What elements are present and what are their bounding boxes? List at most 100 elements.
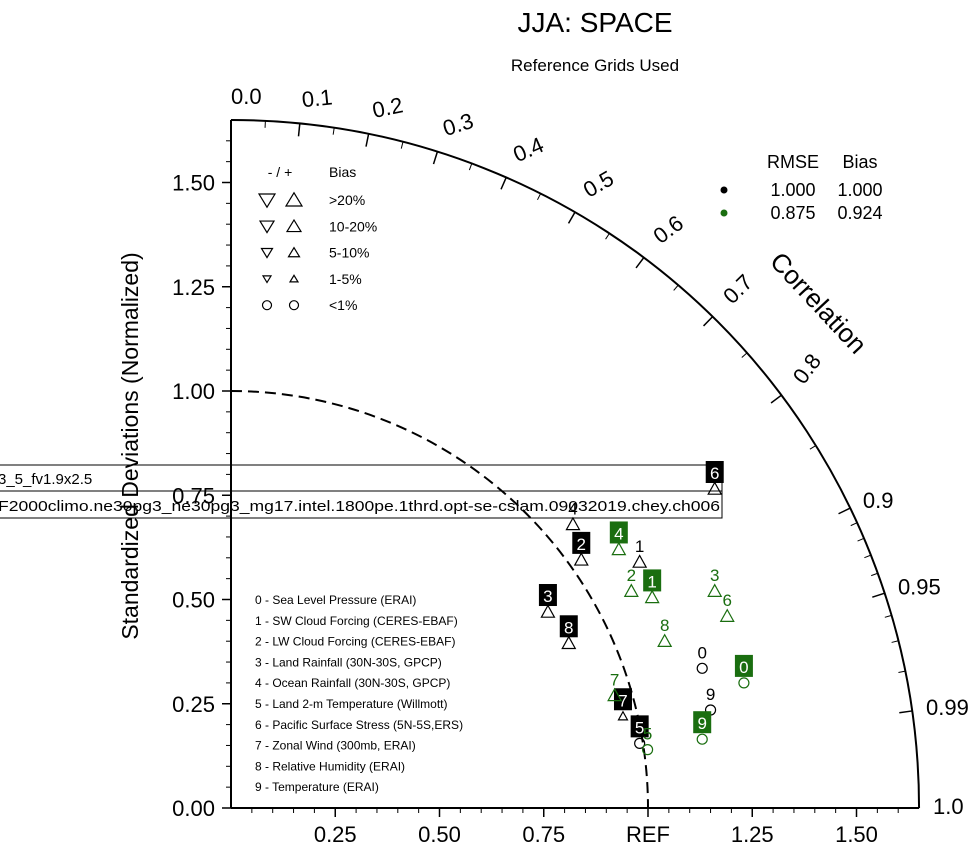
point-label: 9 <box>706 685 715 704</box>
y-tick-label: 0.00 <box>172 796 215 821</box>
chart-title: JJA: SPACE <box>517 7 672 38</box>
data-point: 0 <box>696 643 708 674</box>
stats-rmse: 0.875 <box>770 203 815 223</box>
point-label: 1 <box>647 572 656 591</box>
x-tick-label: 1.50 <box>835 822 878 847</box>
corr-minor-tick <box>468 163 473 171</box>
corr-minor-tick <box>537 193 542 201</box>
point-label: 5 <box>635 718 644 737</box>
y-tick-label: 1.00 <box>172 379 215 404</box>
point-label: 0 <box>697 643 706 662</box>
corr-tick-label: 0.5 <box>579 165 618 202</box>
point-label-box <box>572 531 591 554</box>
point-label: 9 <box>697 714 706 733</box>
point-label: 0 <box>739 658 748 677</box>
bias-legend-label: >20% <box>329 192 365 208</box>
bias-legend-label: <1% <box>329 297 357 313</box>
bias-legend-label: 5-10% <box>329 245 369 261</box>
data-point: 9 <box>693 711 712 745</box>
point-marker <box>657 633 673 647</box>
bias-legend: - / + Bias >20% 10-20% 5-10% 1-5% <1% <box>257 164 377 313</box>
corr-tick-label: 0.99 <box>926 695 969 720</box>
data-point: 5 <box>641 725 654 756</box>
variable-list-item: 7 - Zonal Wind (300mb, ERAI) <box>255 739 416 753</box>
stats-bias: 0.924 <box>837 203 882 223</box>
variable-list-item: 5 - Land 2-m Temperature (Willmott) <box>255 697 448 711</box>
point-marker <box>634 737 646 749</box>
point-label: 7 <box>618 691 627 710</box>
variable-list-item: 1 - SW Cloud Forcing (CERES-EBAF) <box>255 614 458 628</box>
variable-list-item: 3 - Land Rainfall (30N-30S, GPCP) <box>255 655 442 669</box>
corr-tick-label: 0.4 <box>509 132 547 167</box>
ref-label: REF <box>626 822 670 847</box>
chart-subtitle: Reference Grids Used <box>511 56 679 75</box>
corr-tick <box>635 257 645 269</box>
reference-arc <box>230 390 649 809</box>
point-marker <box>611 541 627 556</box>
y-tick-label: 0.25 <box>172 692 215 717</box>
point-marker <box>561 635 577 650</box>
stats-legend: RMSE Bias 1.000 1.000 0.875 0.924 <box>720 152 883 223</box>
point-label-box <box>693 711 712 734</box>
point-label: 8 <box>660 616 669 635</box>
corr-tick-label: 0.2 <box>370 92 405 123</box>
corr-tick <box>872 592 885 598</box>
data-point: 3 <box>538 584 557 618</box>
point-marker <box>707 583 723 597</box>
corr-tick <box>432 151 439 165</box>
corr-tick <box>838 507 851 515</box>
variable-list-item: 6 - Pacific Surface Stress (5N-5S,ERS) <box>255 718 463 732</box>
y-tick-label: 0.75 <box>172 483 215 508</box>
corr-tick <box>770 394 782 404</box>
bias-legend-label: 1-5% <box>329 271 362 287</box>
corr-tick <box>899 710 913 714</box>
triangle-up-icon <box>287 246 301 258</box>
bias-legend-label: 10-20% <box>329 218 377 234</box>
variable-list-item: 2 - LW Cloud Forcing (CERES-EBAF) <box>255 635 456 649</box>
point-marker <box>573 552 589 566</box>
x-tick-label: 0.25 <box>314 822 357 847</box>
corr-tick <box>297 123 301 137</box>
point-label-box <box>538 584 557 607</box>
data-point: 9 <box>704 685 717 716</box>
corr-tick-label: 0.6 <box>649 210 688 248</box>
stats-header-rmse: RMSE <box>767 152 819 172</box>
stats-bias: 1.000 <box>837 180 882 200</box>
point-label-box <box>643 569 662 592</box>
point-marker <box>707 481 723 495</box>
corr-tick <box>365 133 370 147</box>
corr-minor-tick <box>871 572 878 577</box>
data-point: 8 <box>657 616 673 647</box>
correlation-arc <box>230 118 921 809</box>
point-marker <box>623 583 639 597</box>
corr-minor-tick <box>400 141 404 149</box>
point-label: 5 <box>643 725 652 744</box>
point-marker <box>617 710 629 721</box>
point-marker <box>641 744 654 756</box>
data-point: 0 <box>734 654 753 689</box>
point-label: 6 <box>710 464 719 483</box>
variable-list: 0 - Sea Level Pressure (ERAI) 1 - SW Clou… <box>255 593 463 794</box>
point-label: 4 <box>614 524 623 543</box>
x-tick-label: 0.50 <box>418 822 461 847</box>
corr-minor-tick <box>864 554 872 559</box>
point-marker <box>632 554 648 568</box>
data-point: 6 <box>719 591 735 622</box>
variable-list-item: 4 - Ocean Rainfall (30N-30S, GPCP) <box>255 676 450 690</box>
data-point: 4 <box>565 499 581 531</box>
triangle-down-icon <box>260 247 274 259</box>
point-marker <box>719 608 735 622</box>
bias-legend-header: Bias <box>329 164 356 180</box>
corr-minor-tick <box>884 614 892 618</box>
point-label: 4 <box>568 499 577 518</box>
corr-minor-tick <box>809 445 817 450</box>
variable-list-item: 9 - Temperature (ERAI) <box>255 780 379 794</box>
triangle-down-icon <box>258 220 276 234</box>
triangle-down-icon <box>261 275 273 284</box>
point-label-box <box>630 715 649 738</box>
point-label-box <box>559 615 578 638</box>
corr-tick-label: 0.3 <box>440 108 477 141</box>
corr-tick <box>500 177 507 190</box>
point-label: 8 <box>564 618 573 637</box>
corr-minor-tick <box>605 233 610 240</box>
